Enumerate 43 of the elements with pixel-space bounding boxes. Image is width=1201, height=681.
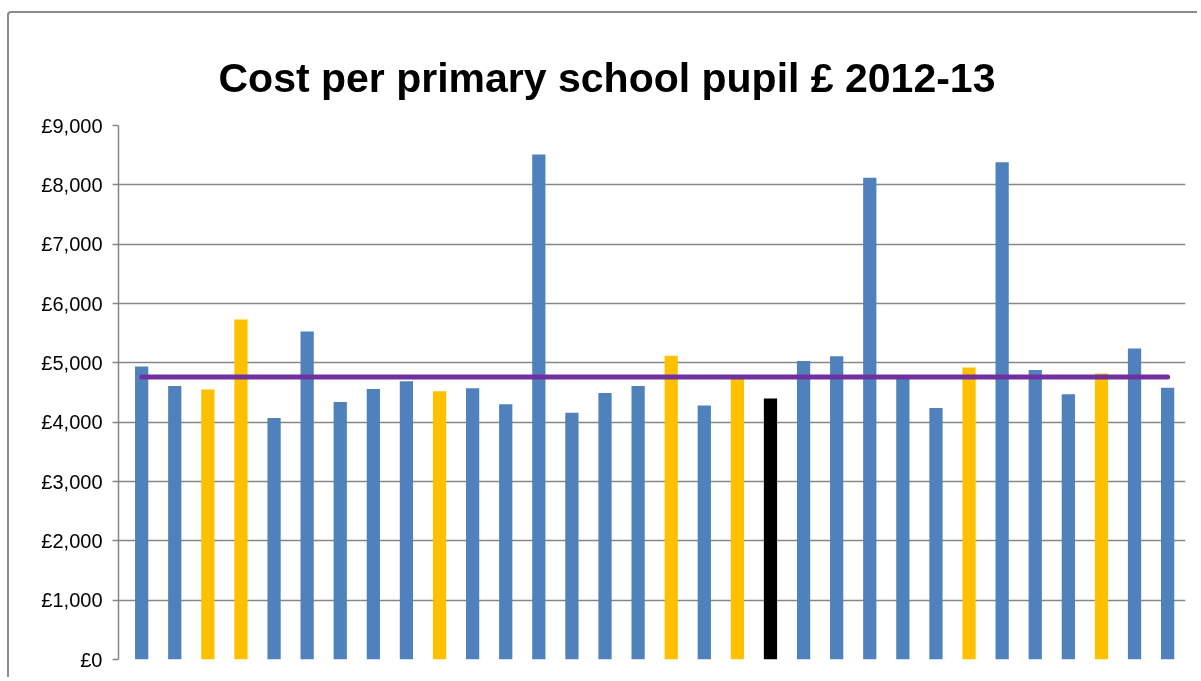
y-tick-label: £0 <box>80 648 103 671</box>
bar <box>830 356 844 660</box>
bar <box>267 418 281 660</box>
bar <box>333 401 347 660</box>
bar <box>664 355 678 660</box>
bar <box>1028 369 1042 660</box>
y-tick-label: £9,000 <box>41 114 103 137</box>
bar <box>995 162 1009 660</box>
y-tick-label: £5,000 <box>41 351 103 374</box>
bar <box>962 367 976 660</box>
bar <box>1061 394 1075 660</box>
bar <box>399 381 414 660</box>
y-tick-label: £2,000 <box>41 529 103 552</box>
bar <box>1127 348 1142 660</box>
bar <box>1094 373 1109 660</box>
y-tick-label: £3,000 <box>41 470 103 493</box>
y-tick-label: £6,000 <box>41 292 103 315</box>
bar <box>432 391 447 660</box>
bar <box>300 331 314 660</box>
bar <box>499 404 513 660</box>
bar <box>863 177 877 660</box>
y-tick-label: £4,000 <box>41 411 103 434</box>
bar <box>896 378 910 660</box>
bar <box>796 361 811 660</box>
bar <box>763 398 778 660</box>
bar <box>730 378 745 660</box>
bar <box>234 319 248 660</box>
bar <box>466 388 480 660</box>
chart-title: Cost per primary school pupil £ 2012-13 <box>218 55 996 101</box>
bar <box>532 154 546 660</box>
y-tick-label: £8,000 <box>41 173 103 196</box>
bar <box>598 393 612 660</box>
bar <box>1161 387 1175 660</box>
bar <box>631 385 645 660</box>
y-tick-label: £7,000 <box>41 233 103 256</box>
bar <box>168 385 182 660</box>
bar <box>929 407 943 660</box>
y-tick-label: £1,000 <box>41 589 103 612</box>
bar <box>565 412 579 660</box>
bar <box>366 388 380 660</box>
bar <box>201 389 215 660</box>
bar <box>697 405 711 660</box>
bar <box>135 366 149 660</box>
